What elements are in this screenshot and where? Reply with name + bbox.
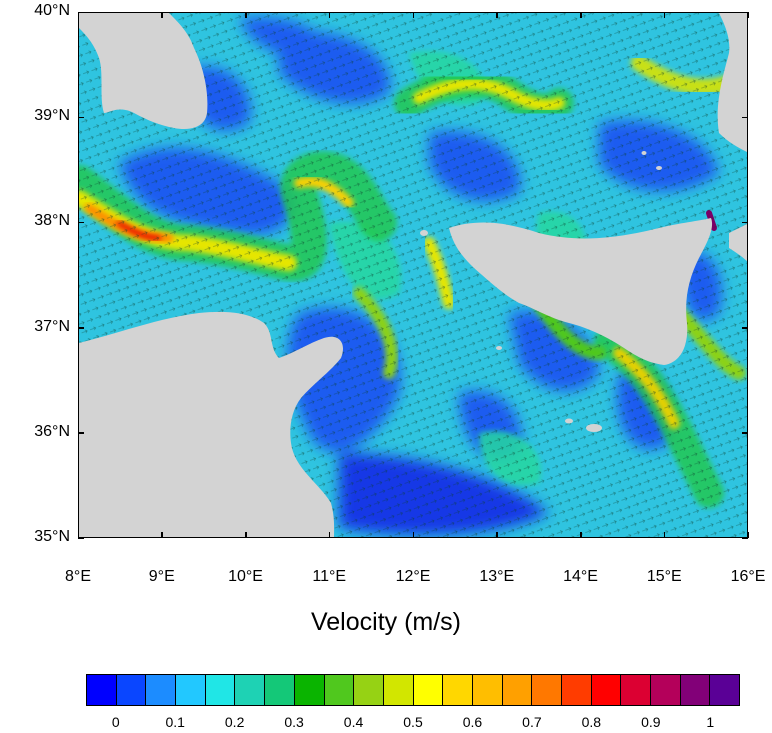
colorbar-cell (383, 675, 414, 705)
colorbar-tick-label: 0 (111, 714, 120, 730)
colorbar-cell (413, 675, 444, 705)
latitude-tick-label: 37°N (34, 317, 70, 335)
longitude-tick-mark (77, 12, 79, 18)
longitude-tick-mark (580, 532, 582, 538)
latitude-tick-mark (78, 11, 84, 13)
latitude-tick-mark (742, 537, 748, 539)
colorbar-cell (146, 675, 177, 705)
latitude-tick-label: 36°N (34, 422, 70, 440)
longitude-tick-mark (412, 12, 414, 18)
longitude-tick-mark (496, 12, 498, 18)
longitude-tick-mark (245, 532, 247, 538)
longitude-tick-mark (496, 532, 498, 538)
longitude-tick-mark (747, 12, 749, 18)
colorbar-tick-label: 0.2 (224, 714, 245, 730)
latitude-tick-mark (78, 432, 84, 434)
colorbar-tick-label: 0.1 (165, 714, 185, 730)
longitude-tick-label: 9°E (148, 568, 175, 585)
latitude-tick-label: 38°N (34, 212, 70, 230)
latitude-tick-mark (78, 537, 84, 539)
latitude-tick-label: 35°N (34, 528, 70, 545)
longitude-tick-label: 13°E (479, 568, 515, 585)
colorbar-cell (651, 675, 681, 705)
latitude-tick-mark (742, 116, 748, 119)
longitude-tick-mark (412, 532, 414, 538)
longitude-tick-mark (663, 532, 666, 538)
colorbar-cell (324, 675, 355, 705)
colorbar-cell (235, 675, 266, 705)
colorbar-tick-label: 0.6 (462, 714, 483, 730)
longitude-tick-label: 15°E (646, 568, 682, 585)
colorbar-tick-label: 0.9 (641, 714, 661, 730)
calabria-land (729, 224, 747, 262)
colorbar-cell (591, 675, 622, 705)
longitude-tick-mark (580, 12, 582, 18)
colorbar-cell (354, 675, 384, 705)
sardinia-land (79, 13, 208, 130)
colorbar-cell (621, 675, 652, 705)
longitude-tick-label: 16°E (730, 568, 766, 585)
colorbar-cell (562, 675, 592, 705)
sicily-land (449, 218, 713, 365)
latitude-tick-mark (742, 221, 748, 224)
longitude-tick-mark (747, 532, 749, 538)
longitude-tick-mark (161, 12, 163, 18)
colorbar-cell (532, 675, 562, 705)
longitude-tick-label: 11°E (312, 568, 347, 585)
italy-land (717, 13, 747, 152)
island-pantelleria (496, 346, 502, 350)
island-eolie-1 (656, 166, 662, 170)
latitude-tick-label: 40°N (34, 2, 70, 19)
colorbar (86, 674, 740, 706)
africa-land (79, 311, 343, 537)
island-malta (586, 424, 602, 432)
longitude-tick-label: 12°E (395, 568, 431, 585)
island-egadi (420, 230, 428, 236)
longitude-tick-mark (328, 532, 331, 538)
longitude-tick-mark (245, 12, 247, 18)
colorbar-title: Velocity (m/s) (310, 608, 462, 636)
colorbar-cell (710, 675, 740, 705)
velocity-map (78, 12, 748, 538)
latitude-tick-mark (742, 327, 748, 329)
colorbar-cell (116, 675, 147, 705)
land-masses (79, 13, 747, 537)
colorbar-cell (176, 675, 206, 705)
longitude-tick-label: 14°E (563, 568, 598, 585)
island-small (181, 53, 187, 57)
longitude-tick-mark (161, 532, 163, 538)
latitude-tick-mark (742, 11, 748, 13)
colorbar-cell (87, 675, 117, 705)
colorbar-cell (294, 675, 325, 705)
colorbar-cell (502, 675, 533, 705)
longitude-tick-label: 10°E (228, 568, 263, 585)
longitude-tick-mark (77, 532, 79, 538)
colorbar-tick-label: 0.5 (403, 714, 423, 730)
colorbar-cell (472, 675, 503, 705)
colorbar-cell (265, 675, 295, 705)
island-eolie-2 (641, 151, 647, 155)
colorbar-tick-label: 0.8 (581, 714, 602, 730)
colorbar-cell (205, 675, 236, 705)
latitude-tick-mark (78, 221, 84, 224)
colorbar-tick-label: 1 (706, 714, 715, 730)
island-galite (136, 406, 142, 410)
colorbar-cell (443, 675, 473, 705)
colorbar-cell (680, 675, 711, 705)
colorbar-tick-label: 0.4 (343, 714, 364, 730)
latitude-tick-mark (742, 432, 748, 434)
colorbar-tick-label: 0.3 (284, 714, 304, 730)
latitude-tick-label: 39°N (34, 107, 70, 125)
colorbar-tick-label: 0.7 (522, 714, 542, 730)
longitude-tick-mark (663, 12, 666, 18)
island-gozo (565, 418, 573, 424)
longitude-tick-label: 8°E (65, 568, 91, 585)
latitude-tick-mark (78, 116, 84, 119)
longitude-tick-mark (328, 12, 331, 18)
latitude-tick-mark (78, 327, 84, 329)
map-canvas (79, 13, 747, 537)
